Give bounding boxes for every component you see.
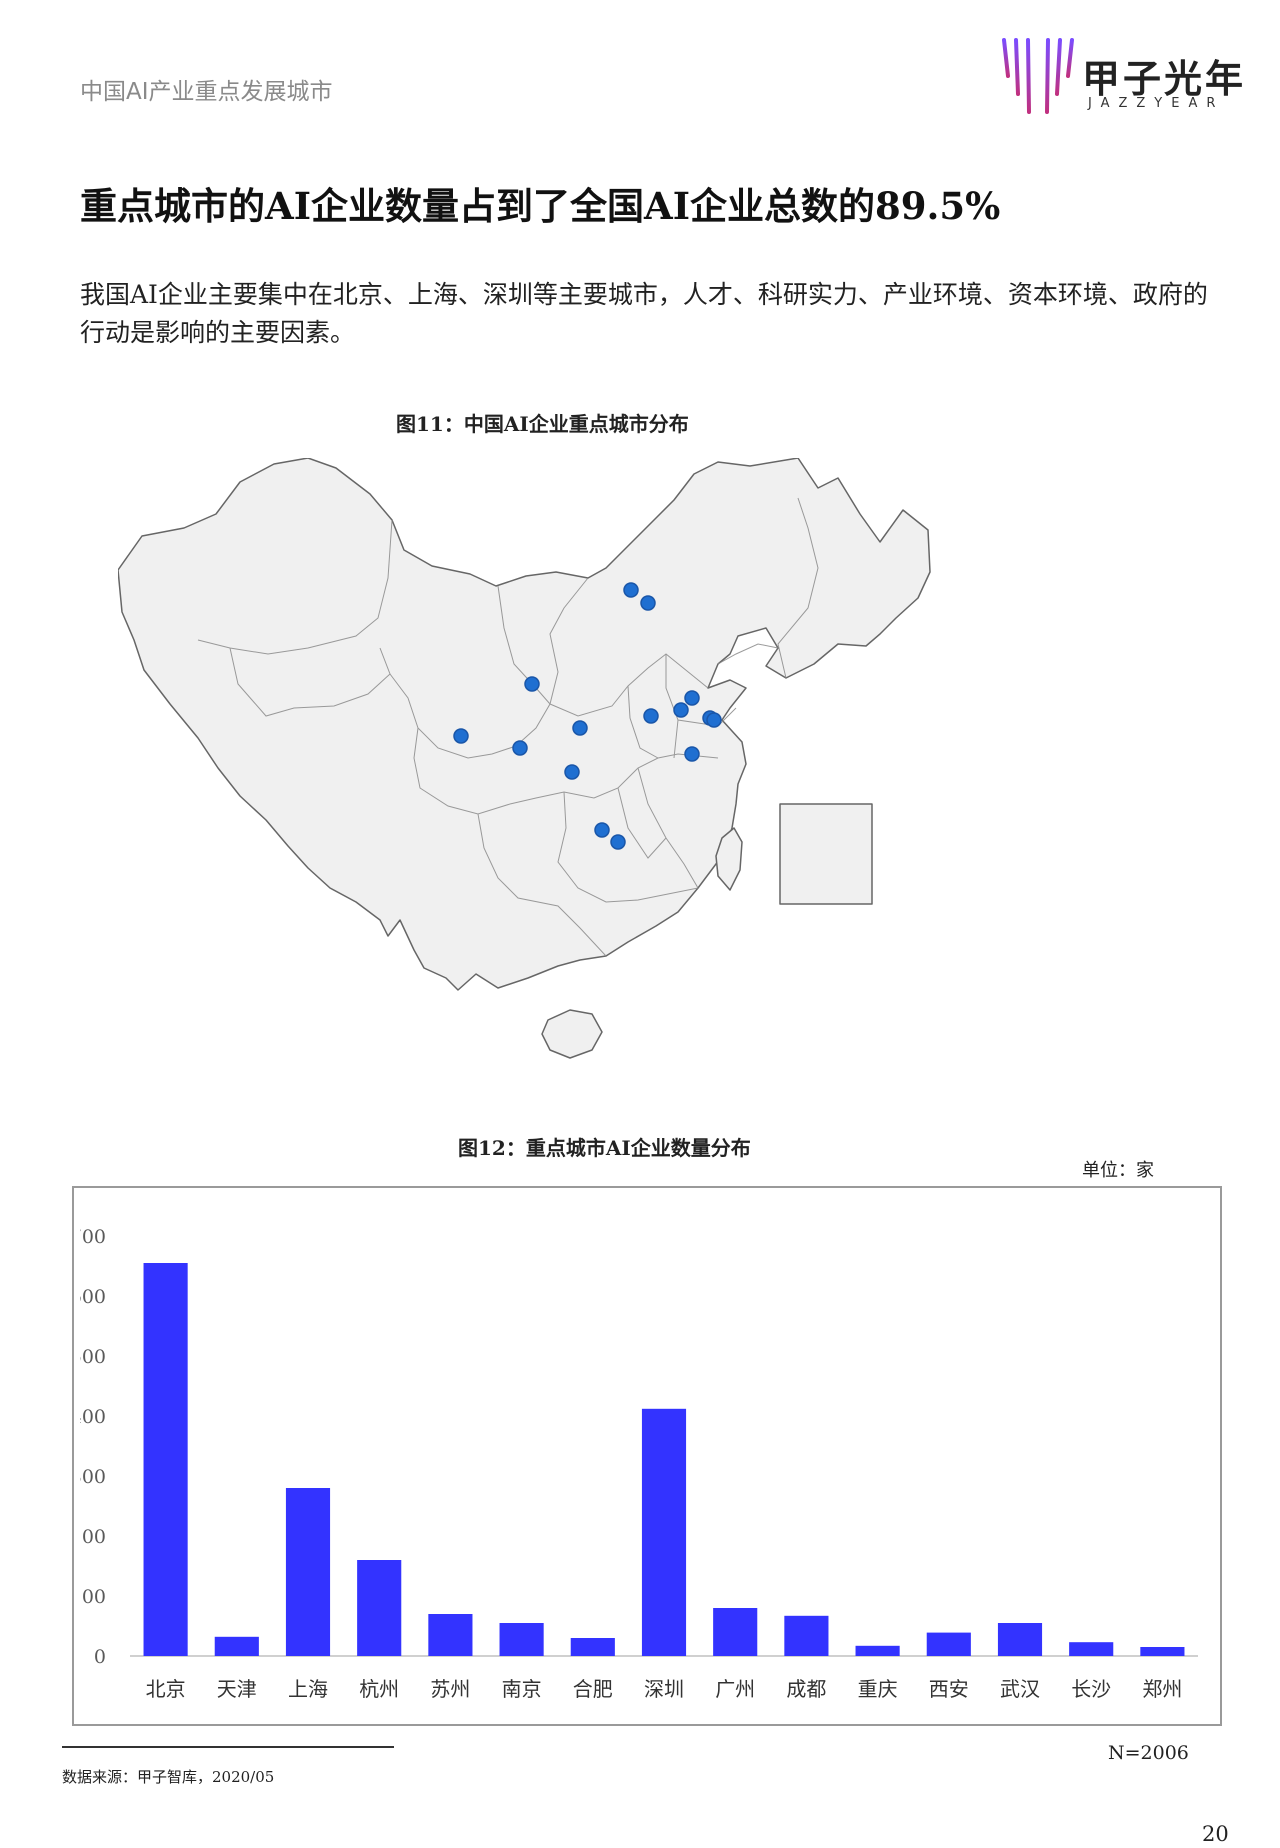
city-dot-shanghai	[706, 712, 722, 728]
city-dot-hefei	[673, 702, 689, 718]
province-border	[627, 685, 659, 759]
category-label: 南京	[502, 1677, 542, 1701]
y-tick-label: 300	[80, 1466, 106, 1488]
hainan-island	[541, 1009, 603, 1059]
province-border	[515, 577, 589, 747]
category-label: 杭州	[359, 1677, 399, 1701]
y-tick-label: 200	[80, 1526, 106, 1548]
city-dot-chongqing	[512, 740, 528, 756]
category-label: 广州	[715, 1677, 755, 1701]
category-label: 合肥	[573, 1677, 613, 1701]
y-tick-label: 500	[80, 1346, 106, 1368]
province-border	[229, 647, 391, 717]
city-dot-chengdu	[453, 728, 469, 744]
south-china-sea-inset	[779, 803, 873, 905]
bar	[641, 1408, 687, 1656]
category-label: 郑州	[1142, 1677, 1182, 1701]
china-map	[118, 458, 931, 1059]
category-label: 上海	[288, 1677, 328, 1701]
figure11-title: 图11：中国AI企业重点城市分布	[396, 412, 689, 436]
bar	[285, 1488, 331, 1656]
province-border	[413, 727, 511, 815]
category-label: 重庆	[858, 1677, 898, 1701]
jazzyear-logo	[1002, 38, 1074, 134]
province-border	[197, 519, 393, 655]
y-tick-label: 600	[80, 1286, 106, 1308]
figure12-title: 图12：重点城市AI企业数量分布	[458, 1136, 751, 1160]
bar	[926, 1632, 971, 1656]
page-number: 20	[1202, 1822, 1229, 1846]
china-mainland-outline	[118, 458, 931, 991]
unit-label: 单位：家	[1082, 1160, 1154, 1181]
bar	[357, 1560, 402, 1656]
category-label: 北京	[146, 1677, 186, 1701]
bar	[570, 1638, 615, 1656]
category-label: 西安	[929, 1677, 969, 1701]
bar	[214, 1636, 259, 1656]
category-label: 苏州	[430, 1677, 470, 1701]
sample-size-label: N=2006	[1108, 1742, 1189, 1764]
header-title: 中国AI产业重点发展城市	[80, 79, 333, 105]
category-label: 成都	[786, 1677, 826, 1701]
city-dot-shenzhen	[610, 834, 626, 850]
bar	[428, 1614, 473, 1656]
city-dot-wuhan	[643, 708, 659, 724]
city-dot-zhengzhou	[572, 720, 588, 736]
data-source: 数据来源：甲子智库，2020/05	[62, 1768, 275, 1786]
logo-text-en: JAZZYEAR	[1088, 96, 1225, 111]
province-border	[389, 673, 517, 759]
bar-chart: 0 100 200 300 400 500 600 700 北京 天津 上海 杭州 苏州 南京 合肥 深圳 广…	[80, 1226, 1198, 1701]
province-border	[673, 719, 679, 759]
category-label: 深圳	[644, 1677, 684, 1701]
bar	[499, 1623, 544, 1656]
bar	[997, 1623, 1043, 1656]
intro-paragraph: 我国AI企业主要集中在北京、上海、深圳等主要城市，人才、科研实力、产业环境、资本…	[80, 280, 1208, 347]
bar	[784, 1615, 829, 1656]
city-dot-guangzhou	[594, 822, 610, 838]
y-tick-label: 0	[94, 1646, 106, 1668]
bar	[855, 1645, 900, 1656]
province-border	[497, 585, 551, 705]
logo-text-cn: 甲子光年	[1082, 57, 1247, 101]
bar	[713, 1608, 758, 1656]
category-label: 天津	[217, 1677, 257, 1701]
category-label: 武汉	[1000, 1677, 1040, 1701]
city-dot-changsha	[564, 764, 580, 780]
page-title: 重点城市的AI企业数量占到了全国AI企业总数的89.5%	[80, 184, 1001, 228]
province-border	[777, 497, 819, 679]
city-dot-tianjin	[640, 595, 656, 611]
province-border	[717, 643, 779, 665]
city-dot-beijing	[623, 582, 639, 598]
category-label: 长沙	[1071, 1677, 1111, 1701]
y-tick-label: 400	[80, 1406, 106, 1428]
city-dot-hangzhou	[684, 746, 700, 762]
city-dot-xian	[524, 676, 540, 692]
city-dot-nanjing	[684, 690, 700, 706]
province-border	[557, 791, 699, 903]
province-border	[477, 813, 607, 957]
bar	[143, 1263, 188, 1656]
y-tick-label: 700	[80, 1226, 106, 1248]
bar	[1069, 1642, 1114, 1656]
taiwan-island	[715, 827, 743, 891]
chart-frame	[72, 1186, 1222, 1726]
y-tick-label: 100	[80, 1586, 106, 1608]
province-border	[617, 787, 667, 859]
bar	[1140, 1647, 1185, 1656]
source-divider	[62, 1746, 394, 1748]
